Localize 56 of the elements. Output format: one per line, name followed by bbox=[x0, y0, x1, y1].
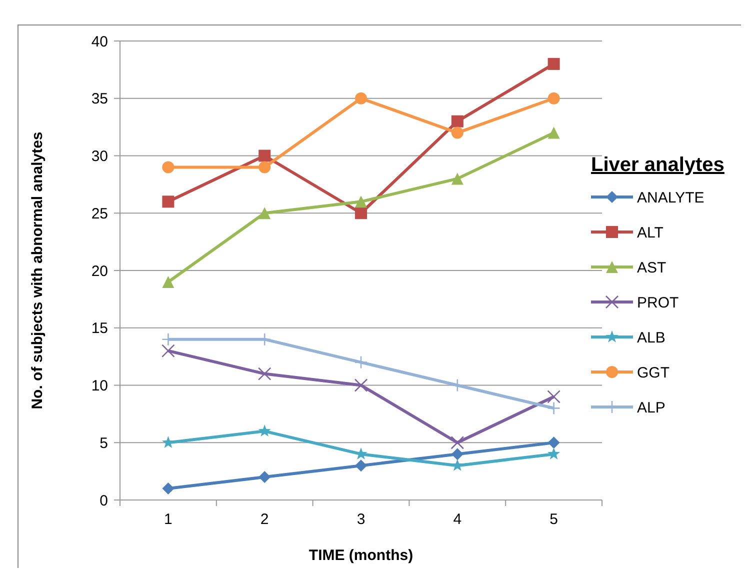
y-tick-label: 40 bbox=[91, 33, 108, 50]
y-tick-label: 0 bbox=[100, 492, 108, 510]
x-tick-label: 1 bbox=[164, 511, 172, 528]
point bbox=[355, 207, 367, 220]
point bbox=[162, 436, 174, 448]
point bbox=[451, 458, 464, 471]
point bbox=[548, 448, 560, 460]
x-axis-title: TIME (months) bbox=[308, 547, 414, 564]
point bbox=[451, 115, 464, 128]
y-axis-title: No. of subjects with abnormal analytes bbox=[29, 132, 46, 410]
point bbox=[548, 436, 560, 449]
legend-label: PROT bbox=[637, 294, 679, 312]
point bbox=[451, 126, 464, 139]
point bbox=[450, 436, 464, 450]
point bbox=[258, 424, 271, 436]
legend-label: ANALYTE bbox=[637, 189, 704, 206]
legend-label: ALT bbox=[637, 224, 664, 242]
point bbox=[162, 276, 174, 288]
legend-label: ALB bbox=[637, 329, 666, 346]
y-tick-label: 20 bbox=[91, 262, 108, 280]
point bbox=[548, 92, 560, 104]
point bbox=[450, 378, 464, 392]
y-tick-label: 5 bbox=[100, 434, 108, 452]
point bbox=[258, 150, 271, 162]
y-tick-label: 25 bbox=[91, 205, 108, 222]
point bbox=[451, 172, 464, 185]
legend-label: ALP bbox=[637, 399, 666, 416]
x-tick-label: 2 bbox=[260, 511, 269, 528]
point bbox=[354, 356, 368, 369]
legend-title: Liver analytes bbox=[591, 154, 724, 176]
y-tick-label: 35 bbox=[91, 90, 108, 108]
point bbox=[162, 161, 174, 174]
x-tick-label: 4 bbox=[453, 511, 462, 528]
y-tick-label: 10 bbox=[91, 378, 108, 394]
point bbox=[547, 402, 560, 415]
point bbox=[258, 367, 272, 380]
point bbox=[354, 378, 368, 392]
point bbox=[162, 196, 174, 208]
point bbox=[548, 58, 560, 70]
point bbox=[548, 126, 560, 139]
point bbox=[451, 448, 464, 460]
point bbox=[258, 207, 271, 220]
x-tick-label: 5 bbox=[550, 511, 558, 528]
x-tick-label: 3 bbox=[356, 511, 366, 528]
point bbox=[258, 471, 271, 484]
y-tick-label: 30 bbox=[91, 148, 108, 165]
legend-label: GGT bbox=[637, 364, 670, 382]
point bbox=[547, 390, 560, 404]
point bbox=[162, 482, 174, 495]
point bbox=[258, 161, 271, 174]
point bbox=[355, 196, 367, 208]
y-tick-label: 15 bbox=[91, 320, 108, 338]
legend-label: AST bbox=[637, 259, 666, 276]
point bbox=[162, 344, 175, 358]
point bbox=[355, 460, 367, 472]
point bbox=[355, 92, 367, 104]
